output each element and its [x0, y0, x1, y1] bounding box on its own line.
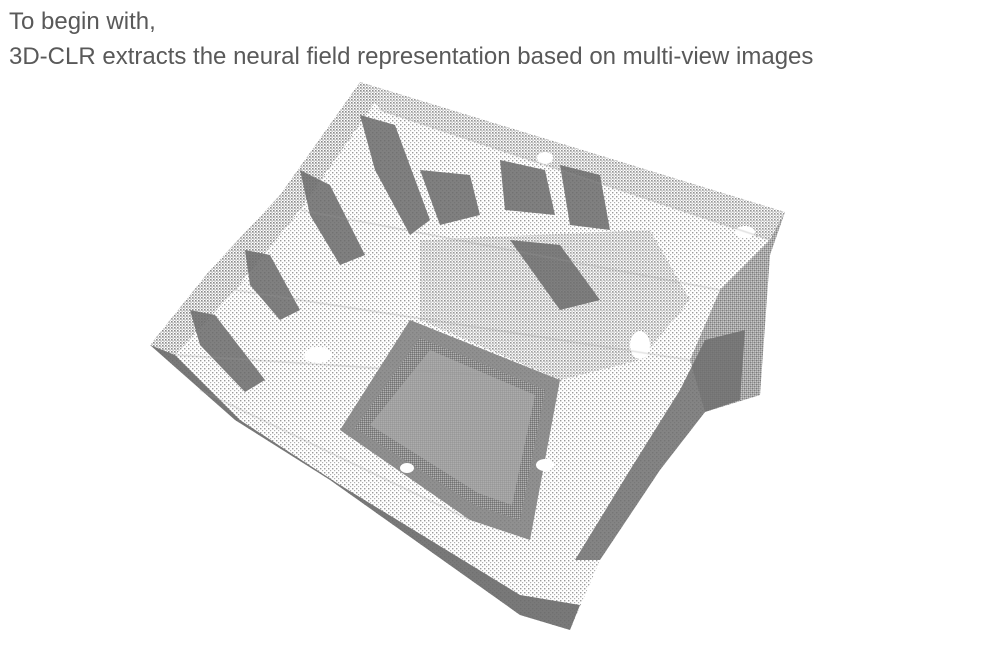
left-wall: [150, 82, 380, 355]
caption: To begin with, 3D-CLR extracts the neura…: [9, 4, 813, 74]
inner-room-inset: [370, 350, 535, 505]
front-shadow-edge: [150, 345, 580, 630]
caption-line-2: 3D-CLR extracts the neural field represe…: [9, 43, 814, 70]
furniture-left: [190, 115, 610, 392]
caption-line-1: To begin with,: [9, 8, 156, 35]
texture-lines: [174, 109, 771, 521]
far-wall: [360, 82, 785, 240]
floor-region: [420, 230, 690, 380]
right-shadow-wall: [575, 330, 745, 560]
